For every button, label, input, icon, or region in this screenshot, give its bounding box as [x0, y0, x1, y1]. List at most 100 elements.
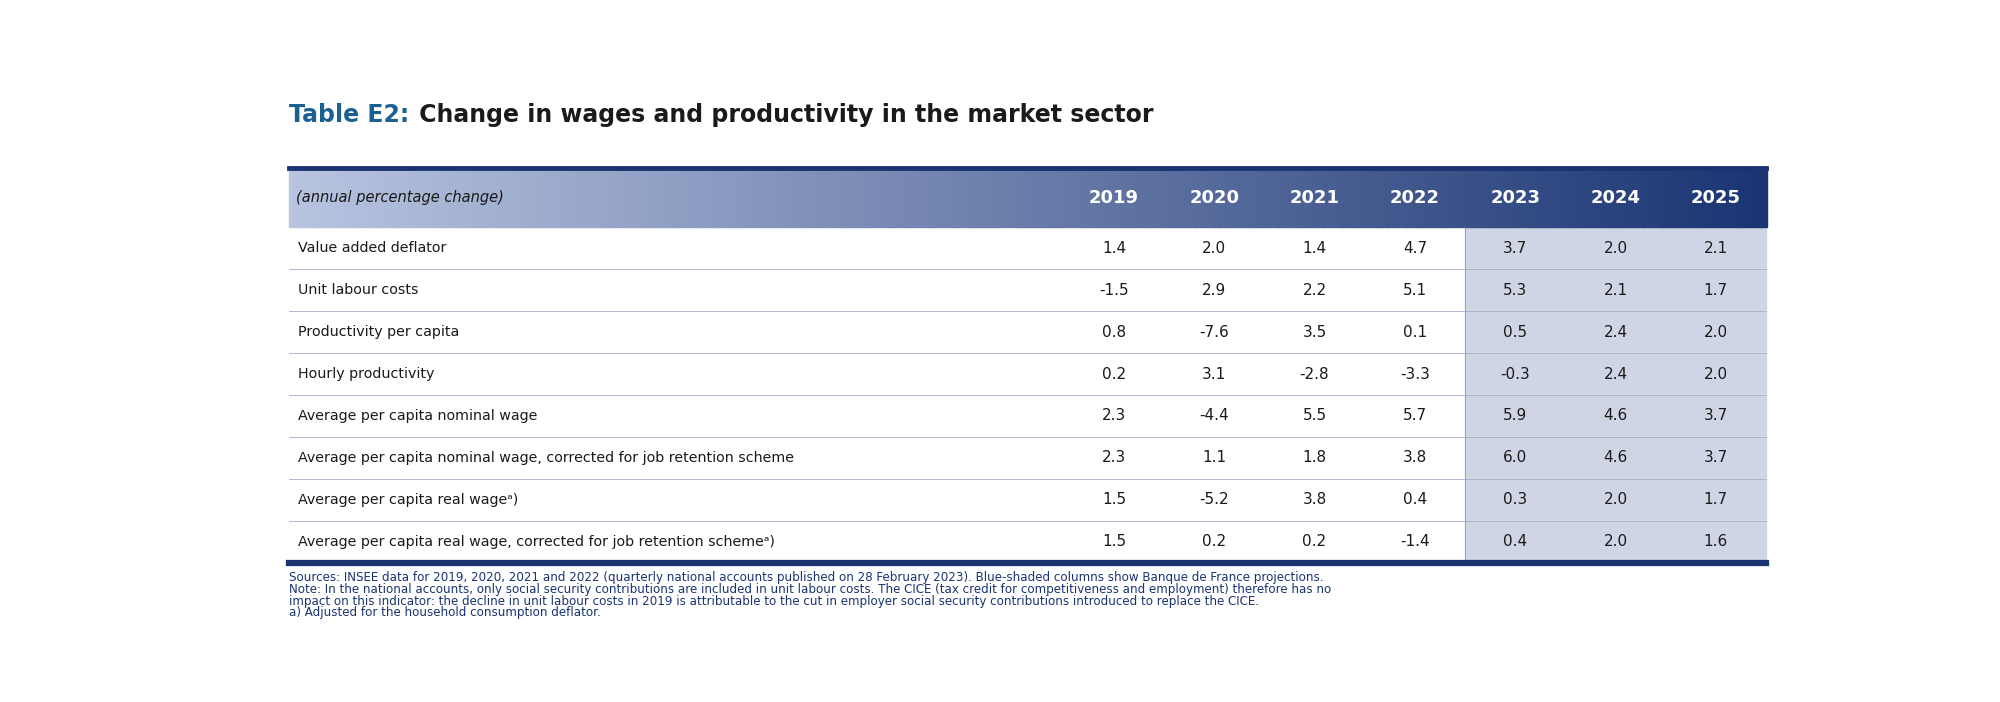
Bar	[648, 168, 654, 227]
Bar	[692, 168, 698, 227]
Bar	[1116, 168, 1122, 227]
Bar	[1480, 168, 1486, 227]
Bar	[682, 168, 688, 227]
Bar	[698, 168, 704, 227]
Bar	[594, 168, 600, 227]
Text: 3.7: 3.7	[1704, 409, 1728, 423]
Bar	[1028, 168, 1034, 227]
Bar	[1638, 168, 1644, 227]
Bar	[348, 168, 354, 227]
Bar	[1190, 168, 1196, 227]
Bar	[574, 168, 580, 227]
Text: 2.0: 2.0	[1604, 241, 1628, 256]
Bar	[382, 168, 388, 227]
Bar	[1180, 168, 1186, 227]
Bar	[1038, 168, 1042, 227]
Bar	[1568, 168, 1574, 227]
Bar	[334, 168, 338, 227]
Bar	[580, 168, 584, 227]
Bar	[850, 168, 856, 227]
Bar	[1298, 168, 1304, 227]
Text: 0.2: 0.2	[1102, 366, 1126, 382]
Text: 6.0: 6.0	[1504, 451, 1528, 465]
Bar	[1550, 168, 1554, 227]
Text: 2.1: 2.1	[1604, 283, 1628, 298]
Bar	[1322, 168, 1328, 227]
Bar	[1338, 168, 1344, 227]
Bar	[1464, 479, 1766, 521]
Bar	[1642, 168, 1648, 227]
Bar	[324, 168, 328, 227]
Bar	[1268, 168, 1274, 227]
Text: -1.5: -1.5	[1100, 283, 1128, 298]
Bar	[1102, 168, 1106, 227]
Bar	[1264, 168, 1270, 227]
Text: 5.7: 5.7	[1402, 409, 1426, 423]
Bar	[914, 168, 920, 227]
Bar	[840, 168, 846, 227]
Bar	[1294, 168, 1298, 227]
Text: impact on this indicator: the decline in unit labour costs in 2019 is attributab: impact on this indicator: the decline in…	[288, 595, 1258, 607]
Bar	[1726, 168, 1732, 227]
Bar	[672, 168, 678, 227]
Text: -2.8: -2.8	[1300, 366, 1330, 382]
Text: 2021: 2021	[1290, 189, 1340, 207]
Text: 0.3: 0.3	[1504, 492, 1528, 508]
Bar	[288, 437, 1766, 479]
Bar	[1476, 168, 1482, 227]
Bar	[590, 168, 594, 227]
Bar	[836, 168, 840, 227]
Bar	[1416, 168, 1422, 227]
Text: 0.4: 0.4	[1504, 534, 1528, 549]
Bar	[314, 168, 320, 227]
Text: 1.5: 1.5	[1102, 534, 1126, 549]
Bar	[688, 168, 694, 227]
Bar	[298, 168, 304, 227]
Bar	[486, 168, 492, 227]
Bar	[1136, 168, 1142, 227]
Bar	[668, 168, 674, 227]
Bar	[1460, 168, 1466, 227]
Bar	[968, 168, 974, 227]
Bar	[288, 270, 1766, 311]
Bar	[1042, 168, 1048, 227]
Bar	[490, 168, 496, 227]
Bar	[1318, 168, 1324, 227]
Bar	[1096, 168, 1102, 227]
Text: Table E2:: Table E2:	[288, 103, 410, 127]
Text: a) Adjusted for the household consumption deflator.: a) Adjusted for the household consumptio…	[288, 607, 600, 619]
Bar	[746, 168, 752, 227]
Bar	[1082, 168, 1088, 227]
Text: 0.1: 0.1	[1402, 325, 1426, 340]
Bar	[634, 168, 640, 227]
Text: 5.5: 5.5	[1302, 409, 1326, 423]
Bar	[1368, 168, 1372, 227]
Bar	[1402, 168, 1408, 227]
Bar	[712, 168, 718, 227]
Text: 1.4: 1.4	[1102, 241, 1126, 256]
Bar	[874, 168, 880, 227]
Text: -1.4: -1.4	[1400, 534, 1430, 549]
Bar	[638, 168, 644, 227]
Text: 2.0: 2.0	[1604, 492, 1628, 508]
Text: 3.1: 3.1	[1202, 366, 1226, 382]
Bar	[1396, 168, 1402, 227]
Bar	[1464, 437, 1766, 479]
Text: 2.1: 2.1	[1704, 241, 1728, 256]
Bar	[1258, 168, 1264, 227]
Bar	[550, 168, 556, 227]
Bar	[1470, 168, 1476, 227]
Bar	[1760, 168, 1766, 227]
Text: 2.3: 2.3	[1102, 409, 1126, 423]
Bar	[1578, 168, 1584, 227]
Text: -7.6: -7.6	[1200, 325, 1230, 340]
Bar	[1662, 168, 1668, 227]
Text: -3.3: -3.3	[1400, 366, 1430, 382]
Bar	[1722, 168, 1728, 227]
Bar	[1464, 353, 1766, 395]
Bar	[358, 168, 364, 227]
Bar	[894, 168, 900, 227]
Text: -5.2: -5.2	[1200, 492, 1230, 508]
Bar	[1464, 311, 1766, 353]
Bar	[1540, 168, 1546, 227]
